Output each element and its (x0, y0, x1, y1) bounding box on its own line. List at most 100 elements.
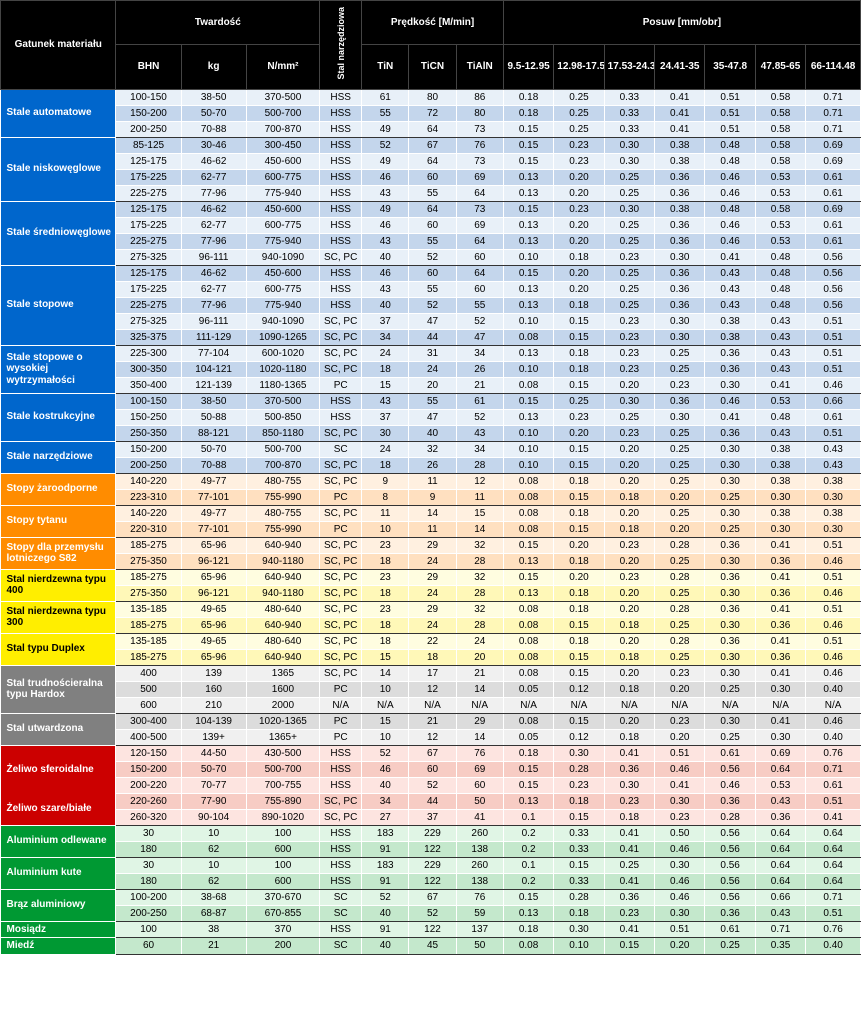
value-cell: 300-400 (116, 713, 181, 729)
value-cell: 0.36 (755, 617, 805, 633)
value-cell: 670-855 (246, 905, 320, 921)
value-cell: 0.25 (705, 938, 755, 955)
value-cell: 24 (409, 553, 456, 569)
table-row: Stopy dla przemysłu lotniczego S82185-27… (1, 537, 861, 553)
value-cell: 0.48 (755, 265, 805, 281)
value-cell: 0.25 (655, 617, 705, 633)
value-cell: 0.51 (705, 89, 755, 105)
value-cell: HSS (320, 921, 362, 938)
value-cell: 0.51 (655, 745, 705, 761)
value-cell: N/A (655, 697, 705, 713)
value-cell: SC, PC (320, 649, 362, 665)
value-cell: 0.15 (554, 617, 604, 633)
value-cell: 0.25 (604, 857, 654, 873)
value-cell: 0.40 (806, 681, 861, 697)
value-cell: 700-755 (246, 777, 320, 793)
value-cell: 37 (362, 409, 409, 425)
value-cell: 180 (116, 841, 181, 857)
value-cell: SC, PC (320, 249, 362, 265)
value-cell: 29 (409, 601, 456, 617)
value-cell: 76 (456, 745, 503, 761)
value-cell: 0.46 (705, 233, 755, 249)
value-cell: 0.46 (806, 649, 861, 665)
value-cell: 59 (456, 905, 503, 921)
value-cell: 0.30 (655, 857, 705, 873)
value-cell: 47 (409, 409, 456, 425)
value-cell: 0.13 (503, 169, 553, 185)
material-group-label: Brąz aluminiowy (1, 889, 116, 921)
value-cell: 10 (362, 681, 409, 697)
value-cell: 0.13 (503, 585, 553, 601)
value-cell: 122 (409, 841, 456, 857)
value-cell: 0.15 (554, 441, 604, 457)
value-cell: 0.08 (503, 377, 553, 393)
value-cell: HSS (320, 857, 362, 873)
value-cell: 250-350 (116, 425, 181, 441)
value-cell: 0.30 (604, 393, 654, 409)
value-cell: 68-87 (181, 905, 246, 921)
value-cell: 0.43 (755, 793, 805, 809)
value-cell: 55 (456, 297, 503, 313)
table-row: Miedź6021200SC4045500.080.100.150.200.25… (1, 938, 861, 955)
value-cell: 14 (362, 665, 409, 681)
value-cell: 0.69 (806, 137, 861, 153)
value-cell: 1020-1180 (246, 361, 320, 377)
value-cell: 0.30 (604, 777, 654, 793)
value-cell: 200-250 (116, 121, 181, 137)
value-cell: 0.33 (554, 873, 604, 889)
value-cell: 38-50 (181, 393, 246, 409)
value-cell: 0.36 (705, 537, 755, 553)
table-row: 220-31077-101755-990PC1011140.080.150.18… (1, 521, 861, 537)
value-cell: 0.08 (503, 489, 553, 505)
value-cell: 0.46 (655, 889, 705, 905)
value-cell: 0.61 (705, 745, 755, 761)
value-cell: 0.08 (503, 649, 553, 665)
value-cell: 0.64 (806, 825, 861, 841)
value-cell: 24 (456, 633, 503, 649)
value-cell: 0.51 (806, 601, 861, 617)
value-cell: 49-65 (181, 601, 246, 617)
value-cell: 0.46 (705, 169, 755, 185)
value-cell: 225-275 (116, 185, 181, 201)
value-cell: 0.08 (503, 329, 553, 345)
value-cell: 30 (116, 825, 181, 841)
value-cell: 0.46 (806, 665, 861, 681)
value-cell: 15 (362, 713, 409, 729)
value-cell: 9 (362, 473, 409, 489)
value-cell: 0.23 (604, 905, 654, 921)
value-cell: 0.23 (604, 425, 654, 441)
value-cell: 0.30 (705, 649, 755, 665)
value-cell: 65-96 (181, 569, 246, 585)
value-cell: 30 (362, 425, 409, 441)
material-group-label: Stal trudnościeralna typu Hardox (1, 665, 116, 713)
value-cell: 0.41 (755, 713, 805, 729)
value-cell: 0.43 (705, 281, 755, 297)
value-cell: 0.46 (655, 761, 705, 777)
value-cell: 0.18 (604, 649, 654, 665)
value-cell: 96-121 (181, 553, 246, 569)
value-cell: 34 (362, 793, 409, 809)
value-cell: 14 (456, 729, 503, 745)
value-cell: 0.48 (755, 249, 805, 265)
value-cell: 38 (181, 921, 246, 938)
value-cell: 125-175 (116, 201, 181, 217)
value-cell: 0.53 (755, 393, 805, 409)
value-cell: 10 (362, 521, 409, 537)
value-cell: 0.18 (554, 601, 604, 617)
value-cell: 49 (362, 121, 409, 137)
value-cell: 8 (362, 489, 409, 505)
value-cell: 0.15 (554, 649, 604, 665)
value-cell: 0.25 (604, 409, 654, 425)
value-cell: 0.28 (655, 633, 705, 649)
value-cell: 0.08 (503, 505, 553, 521)
value-cell: N/A (554, 697, 604, 713)
value-cell: 40 (362, 777, 409, 793)
value-cell: 260 (456, 857, 503, 873)
value-cell: 50-70 (181, 761, 246, 777)
value-cell: 0.46 (806, 585, 861, 601)
value-cell: 640-940 (246, 649, 320, 665)
table-row: 200-25068-87670-855SC4052590.130.180.230… (1, 905, 861, 921)
material-group-label: Mosiądz (1, 921, 116, 938)
value-cell: 100 (246, 857, 320, 873)
value-cell: 0.51 (806, 345, 861, 361)
